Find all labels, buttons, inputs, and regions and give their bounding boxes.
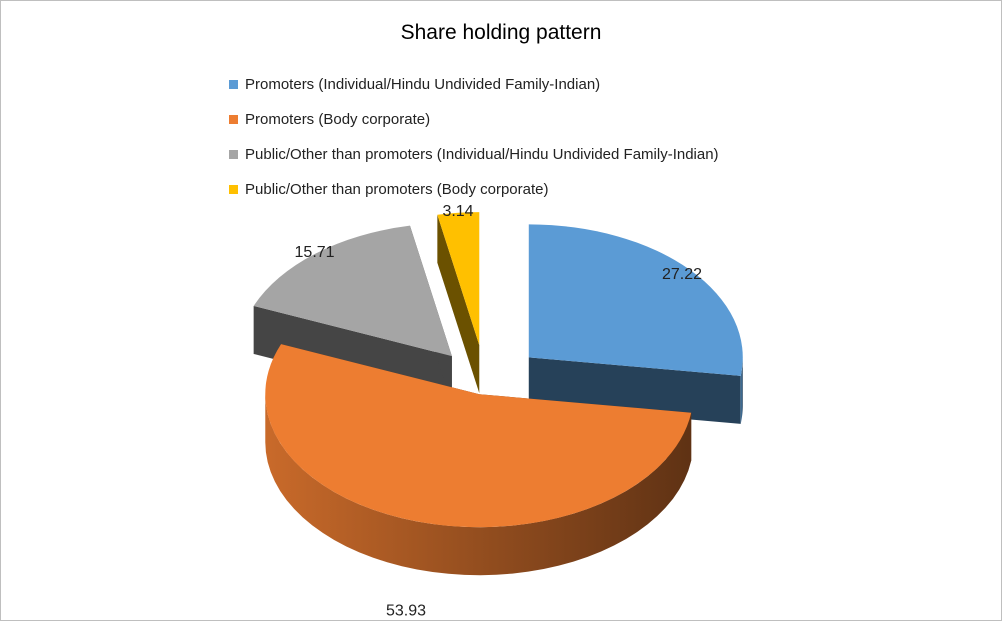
slice-side [437, 214, 480, 394]
data-label-1: 53.93 [386, 603, 426, 620]
legend-swatch [229, 150, 238, 159]
legend-item-public-individual: Public/Other than promoters (Individual/… [229, 137, 719, 172]
legend-item-promoters-body-corporate: Promoters (Body corporate) [229, 102, 719, 137]
slice-outer-wall [265, 394, 692, 576]
legend-item-promoters-individual: Promoters (Individual/Hindu Undivided Fa… [229, 67, 719, 102]
pie-slice-0 [528, 224, 743, 376]
pie-slice-1 [265, 344, 692, 528]
pie-slice-3 [437, 212, 480, 346]
legend-swatch [229, 80, 238, 89]
slice-wall [437, 214, 480, 394]
legend-swatch [229, 115, 238, 124]
legend-label: Public/Other than promoters (Body corpor… [245, 181, 549, 198]
pie-tops [253, 212, 743, 528]
legend-swatch [229, 185, 238, 194]
legend-item-public-body-corporate: Public/Other than promoters (Body corpor… [229, 172, 719, 207]
slice-outer-wall [740, 357, 743, 424]
legend-label: Promoters (Individual/Hindu Undivided Fa… [245, 76, 601, 93]
data-label-2: 15.71 [295, 244, 335, 261]
data-labels: 27.22 53.93 15.71 3.14 [295, 203, 703, 620]
legend-label: Public/Other than promoters (Individual/… [245, 146, 719, 163]
data-label-0: 27.22 [662, 266, 702, 283]
chart-title: Share holding pattern [400, 21, 602, 44]
data-label-3: 3.14 [442, 203, 473, 220]
legend-label: Promoters (Body corporate) [245, 111, 431, 128]
pie-slice-2 [253, 225, 452, 357]
chart-legend: Promoters (Individual/Hindu Undivided Fa… [229, 67, 719, 207]
